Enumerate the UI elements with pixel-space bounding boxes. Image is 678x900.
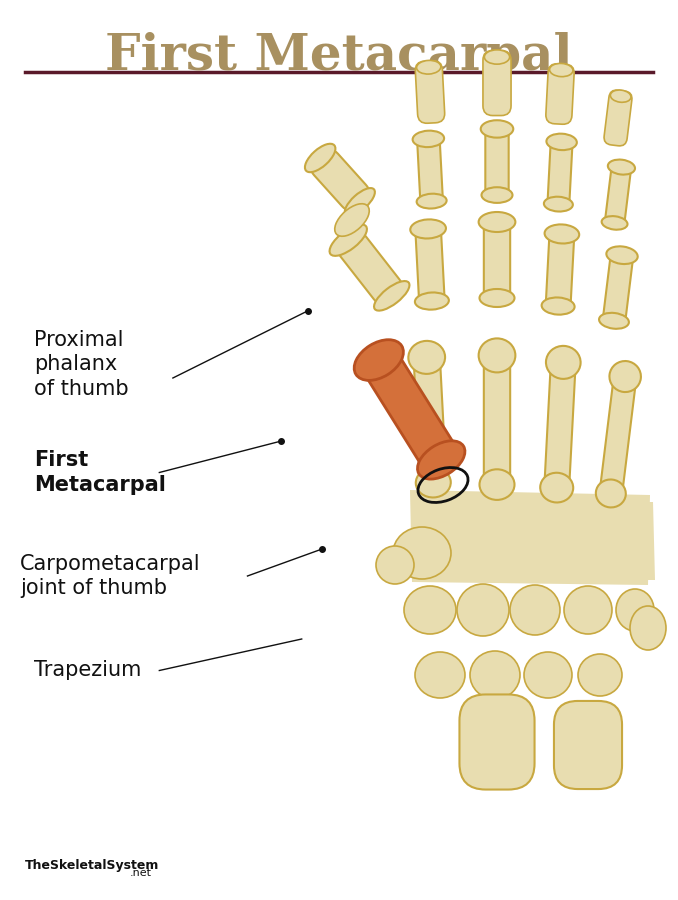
Text: TheSkeletalSystem: TheSkeletalSystem	[25, 859, 159, 872]
FancyBboxPatch shape	[416, 61, 445, 123]
Ellipse shape	[610, 90, 631, 103]
Ellipse shape	[578, 654, 622, 696]
Ellipse shape	[416, 468, 451, 498]
Text: .net: .net	[130, 868, 152, 878]
FancyBboxPatch shape	[546, 64, 574, 124]
Ellipse shape	[376, 546, 414, 584]
Ellipse shape	[481, 121, 513, 138]
FancyBboxPatch shape	[484, 219, 510, 301]
Ellipse shape	[404, 586, 456, 634]
Ellipse shape	[564, 586, 612, 634]
Ellipse shape	[546, 346, 580, 379]
Ellipse shape	[544, 197, 573, 211]
FancyBboxPatch shape	[364, 350, 456, 470]
Ellipse shape	[354, 339, 403, 381]
Ellipse shape	[335, 203, 370, 237]
Ellipse shape	[550, 63, 573, 76]
Ellipse shape	[596, 480, 626, 508]
Ellipse shape	[330, 224, 367, 256]
FancyBboxPatch shape	[484, 350, 510, 490]
Ellipse shape	[417, 194, 447, 209]
Ellipse shape	[510, 585, 560, 635]
Ellipse shape	[599, 313, 629, 328]
FancyBboxPatch shape	[605, 165, 631, 226]
FancyBboxPatch shape	[548, 140, 572, 207]
Polygon shape	[410, 490, 650, 585]
FancyBboxPatch shape	[604, 90, 632, 146]
Ellipse shape	[524, 652, 572, 698]
Ellipse shape	[393, 527, 451, 579]
FancyBboxPatch shape	[418, 136, 443, 203]
Ellipse shape	[601, 216, 628, 230]
Ellipse shape	[481, 187, 513, 202]
FancyBboxPatch shape	[414, 352, 446, 488]
Ellipse shape	[415, 652, 465, 698]
FancyBboxPatch shape	[460, 695, 534, 789]
Ellipse shape	[470, 651, 520, 699]
Ellipse shape	[544, 224, 579, 244]
Ellipse shape	[415, 292, 449, 310]
Text: Proximal
phalanx
of thumb: Proximal phalanx of thumb	[34, 329, 129, 400]
FancyBboxPatch shape	[546, 230, 574, 310]
Text: First Metacarpal: First Metacarpal	[105, 32, 573, 81]
Ellipse shape	[374, 281, 410, 310]
Ellipse shape	[608, 159, 635, 175]
Ellipse shape	[416, 60, 441, 74]
FancyBboxPatch shape	[483, 50, 511, 115]
Text: First
Metacarpal: First Metacarpal	[34, 450, 166, 495]
FancyBboxPatch shape	[600, 372, 636, 499]
Ellipse shape	[418, 441, 465, 479]
Text: Trapezium: Trapezium	[34, 661, 141, 680]
FancyBboxPatch shape	[311, 149, 370, 211]
Ellipse shape	[479, 338, 515, 373]
Ellipse shape	[542, 298, 574, 315]
Ellipse shape	[345, 188, 375, 216]
Ellipse shape	[540, 472, 573, 502]
FancyBboxPatch shape	[603, 252, 633, 324]
Ellipse shape	[479, 469, 515, 500]
FancyBboxPatch shape	[544, 357, 576, 493]
Ellipse shape	[484, 50, 510, 64]
Ellipse shape	[305, 144, 336, 172]
FancyBboxPatch shape	[338, 232, 402, 304]
Ellipse shape	[413, 130, 444, 147]
Ellipse shape	[616, 589, 654, 631]
Ellipse shape	[410, 220, 446, 238]
Ellipse shape	[457, 584, 509, 636]
FancyBboxPatch shape	[485, 126, 508, 198]
Polygon shape	[413, 502, 655, 580]
Ellipse shape	[546, 134, 577, 150]
Ellipse shape	[479, 289, 515, 307]
Ellipse shape	[606, 247, 638, 264]
Ellipse shape	[408, 341, 445, 374]
Ellipse shape	[610, 361, 641, 392]
Ellipse shape	[479, 212, 515, 232]
FancyBboxPatch shape	[416, 226, 444, 304]
Text: Carpometacarpal
joint of thumb: Carpometacarpal joint of thumb	[20, 554, 201, 598]
Ellipse shape	[630, 606, 666, 650]
FancyBboxPatch shape	[554, 701, 622, 789]
